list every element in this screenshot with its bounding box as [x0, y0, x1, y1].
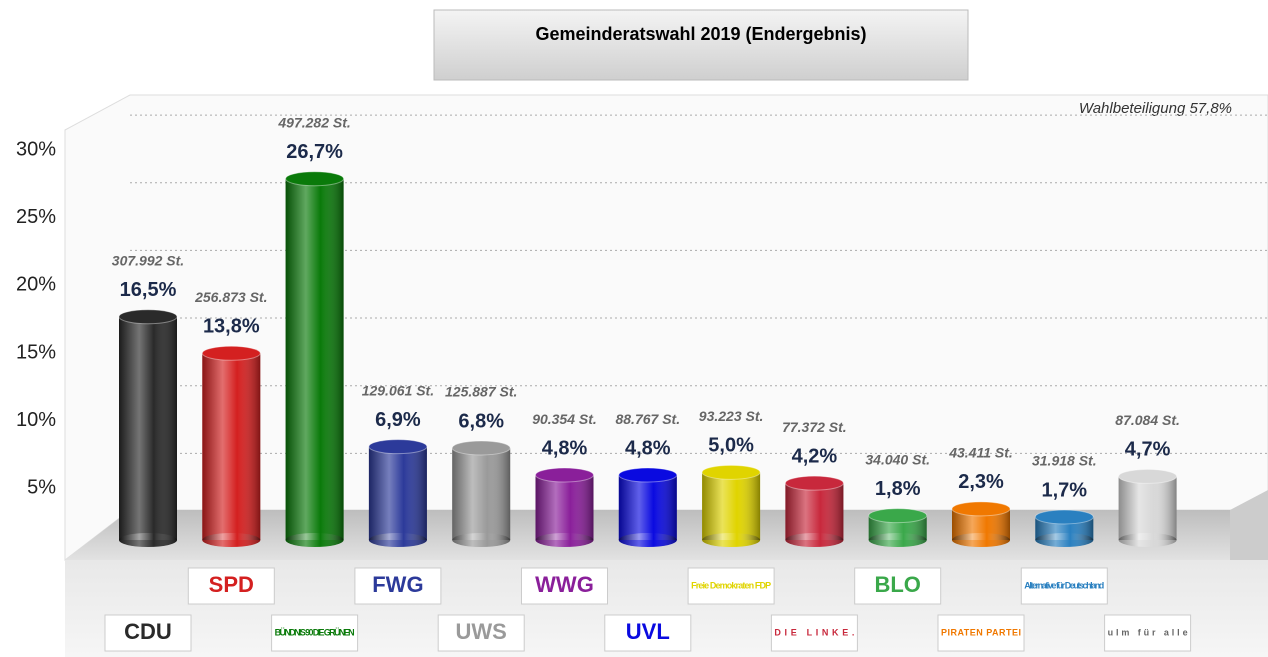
bar-shade: [1118, 476, 1177, 540]
y-tick-label: 25%: [16, 206, 56, 228]
party-logo: [687, 567, 775, 605]
party-name: UWS: [456, 619, 507, 644]
party-name: UVL: [626, 619, 670, 644]
y-tick-label: 10%: [16, 409, 56, 431]
party-name: CDU: [124, 619, 172, 644]
annotation: Wahlbeteiligung 57,8%: [1079, 100, 1232, 117]
party-name: Alternative für Deutschland: [1024, 580, 1104, 590]
bar-shade: [785, 483, 844, 540]
bar-shade: [368, 533, 427, 547]
vote-label: 43.411 St.: [948, 445, 1013, 461]
vote-label: 307.992 St.: [112, 252, 184, 268]
bar-shade: [285, 178, 344, 540]
bar-cap: [1118, 468, 1178, 484]
title-box: [433, 9, 969, 81]
party-logo: [937, 614, 1025, 652]
party-logo: [271, 614, 359, 652]
party-name: SPD: [209, 572, 254, 597]
chart-title: Gemeinderatswahl 2019 (Endergebnis): [535, 24, 866, 44]
y-tick-label: 5%: [27, 477, 56, 499]
floor-side: [1230, 490, 1268, 560]
party-logo: [104, 614, 192, 652]
vote-label: 34.040 St.: [865, 451, 930, 467]
y-tick-label: 30%: [16, 138, 56, 160]
bar-cap: [1034, 509, 1094, 525]
value-label: 26,7%: [286, 141, 343, 163]
bar-cap: [451, 440, 511, 456]
bar-shade: [618, 475, 677, 540]
bar-cap: [951, 501, 1011, 517]
party-logo: [604, 614, 692, 652]
vote-label: 88.767 St.: [615, 411, 680, 427]
party-name: WWG: [535, 572, 594, 597]
value-label: 6,8%: [458, 410, 504, 432]
bar-cap: [201, 345, 261, 361]
vote-label: 87.084 St.: [1115, 412, 1180, 428]
vote-label: 90.354 St.: [532, 411, 597, 427]
party-logo: [770, 614, 858, 652]
vote-label: 125.887 St.: [445, 384, 517, 400]
party-logo: [187, 567, 275, 605]
bar-cap: [118, 309, 178, 325]
bar-shade: [702, 533, 761, 547]
party-logo: [1104, 614, 1192, 652]
value-label: 4,7%: [1125, 439, 1171, 461]
party-logo: [521, 567, 608, 605]
bar-shade: [202, 533, 261, 547]
vote-label: 497.282 St.: [277, 114, 350, 130]
bar-shade: [285, 533, 344, 547]
party-name: Freie Demokraten FDP: [691, 580, 771, 590]
vote-label: 77.372 St.: [782, 419, 847, 435]
value-label: 1,7%: [1042, 479, 1088, 501]
bar-shade: [535, 533, 594, 547]
vote-label: 256.873 St.: [194, 289, 267, 305]
party-logo: [1020, 567, 1108, 605]
value-label: 4,2%: [792, 445, 838, 467]
bar-shade: [535, 475, 594, 540]
value-label: 5,0%: [708, 435, 754, 457]
y-tick-label: 15%: [16, 341, 56, 363]
bar-shade: [702, 472, 761, 540]
bar-cap: [535, 467, 594, 483]
party-name: ulm für alle: [1108, 627, 1188, 637]
bar-cap: [868, 508, 928, 524]
y-tick-label: 20%: [16, 274, 56, 296]
vote-label: 129.061 St.: [362, 382, 434, 398]
party-name: FWG: [372, 572, 423, 597]
value-label: 13,8%: [203, 316, 260, 338]
bar-cap: [701, 464, 761, 480]
party-logo: [854, 567, 942, 605]
bar-shade: [452, 448, 511, 540]
bar-cap: [285, 171, 345, 187]
bar-shade: [368, 446, 427, 540]
vote-label: 93.223 St.: [699, 408, 764, 424]
bar-cap: [368, 439, 428, 455]
value-label: 6,9%: [375, 409, 421, 431]
party-name: BÜNDNIS 90 DIE GRÜNEN: [275, 627, 355, 637]
bar-shade: [1035, 533, 1094, 547]
bar-cap: [618, 467, 678, 483]
value-label: 1,8%: [875, 478, 921, 500]
vote-label: 31.918 St.: [1032, 453, 1097, 469]
party-name: PIRATEN PARTEI: [941, 627, 1021, 637]
value-label: 4,8%: [542, 437, 588, 459]
bar-cap: [784, 475, 844, 491]
bar-shade: [1118, 533, 1177, 547]
party-logo: [437, 614, 525, 652]
value-label: 16,5%: [120, 279, 177, 301]
value-label: 2,3%: [958, 471, 1004, 493]
bar-shade: [618, 533, 677, 547]
bar-shade: [952, 533, 1010, 547]
party-name: BLO: [874, 572, 920, 597]
bar-shade: [119, 533, 177, 547]
bar-shade: [202, 353, 261, 540]
party-logo: [354, 567, 442, 605]
value-label: 4,8%: [625, 437, 671, 459]
bar-shade: [119, 316, 177, 540]
bar-shade: [868, 533, 927, 547]
bar-shade: [785, 533, 844, 547]
bar-shade: [452, 533, 511, 547]
